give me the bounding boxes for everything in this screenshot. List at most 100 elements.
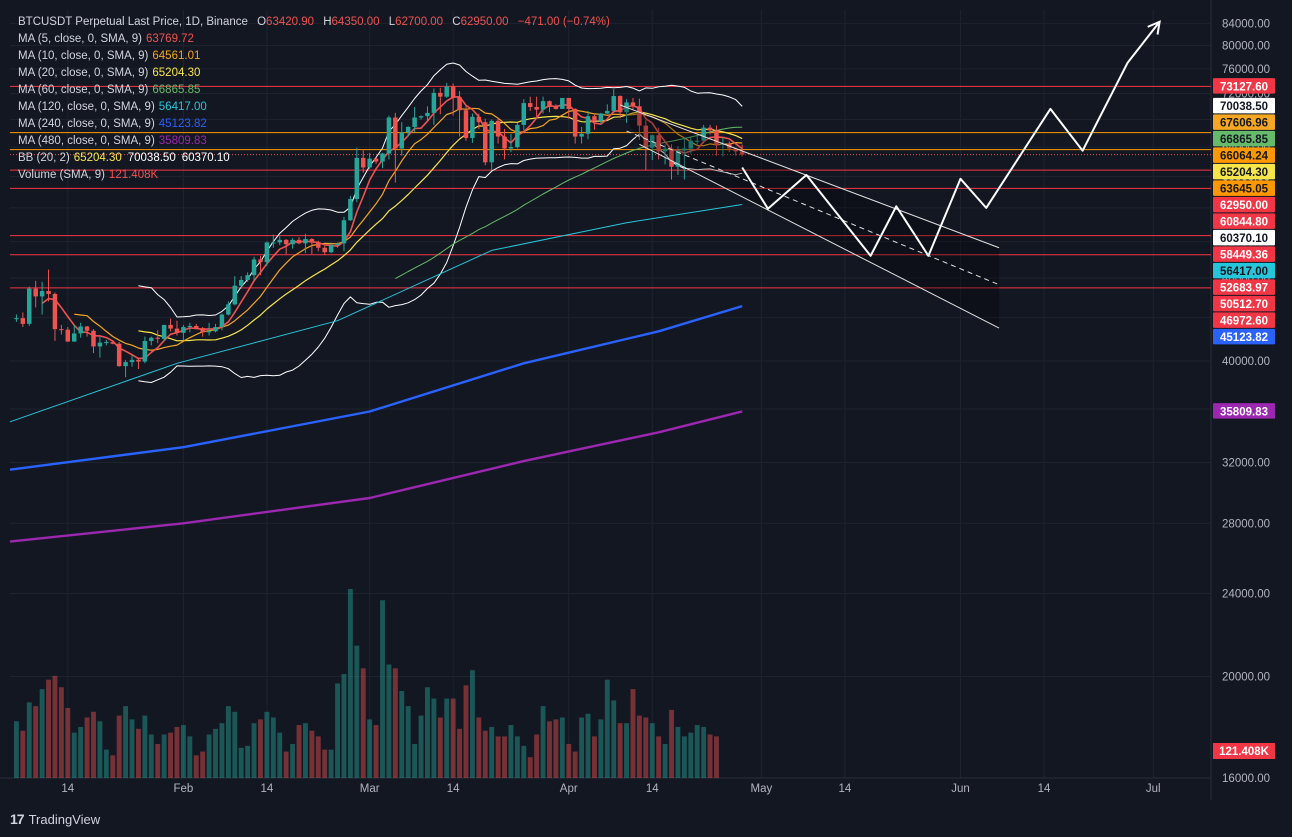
volume-bar bbox=[39, 689, 45, 778]
price-axis-label-bg bbox=[1213, 312, 1275, 328]
indicator-row[interactable]: MA (120, close, 0, SMA, 9) 56417.00 bbox=[18, 99, 610, 116]
candle-body bbox=[129, 359, 135, 363]
candle-body bbox=[303, 238, 308, 244]
price-axis-label: 35809.83 bbox=[1213, 403, 1275, 419]
volume-bar bbox=[264, 711, 270, 778]
volume-bar bbox=[360, 668, 366, 778]
indicator-value: 70038.50 bbox=[127, 152, 176, 164]
indicator-value: 121.408K bbox=[108, 169, 159, 181]
volume-bar bbox=[547, 721, 552, 778]
candle-body bbox=[245, 275, 250, 280]
price-axis-label-text: 46972.60 bbox=[1220, 316, 1268, 328]
volume-bar bbox=[392, 668, 398, 778]
volume-bar bbox=[656, 736, 662, 778]
candle-body bbox=[598, 113, 604, 121]
price-axis-label-bg bbox=[1213, 114, 1275, 130]
candle-body bbox=[277, 239, 282, 243]
indicator-row[interactable]: BB (20, 2) 65204.30 70038.50 60370.10 bbox=[18, 150, 610, 167]
volume-bar bbox=[129, 719, 135, 778]
volume-bar bbox=[405, 706, 411, 778]
candle-body bbox=[271, 242, 276, 244]
indicator-value: 56417.00 bbox=[158, 101, 207, 113]
volume-bar bbox=[373, 725, 379, 778]
candle-body bbox=[540, 101, 546, 110]
volume-bar bbox=[636, 715, 642, 778]
volume-bar bbox=[437, 717, 443, 778]
volume-bar bbox=[681, 736, 687, 778]
volume-bar bbox=[58, 687, 64, 778]
indicator-row[interactable]: MA (10, close, 0, SMA, 9) 64561.01 bbox=[18, 48, 610, 65]
candle-body bbox=[219, 314, 225, 328]
price-axis-label: 66865.85 bbox=[1213, 130, 1275, 147]
volume-bar bbox=[168, 732, 174, 778]
ma-10-line bbox=[74, 107, 743, 351]
volume-bar bbox=[277, 732, 283, 778]
candle-body bbox=[585, 116, 591, 134]
candle-body bbox=[720, 143, 726, 145]
price-axis-label-bg bbox=[1213, 97, 1275, 114]
x-tick-label: 14 bbox=[260, 783, 273, 795]
candle-body bbox=[71, 333, 77, 342]
indicator-row[interactable]: MA (5, close, 0, SMA, 9) 63769.72 bbox=[18, 31, 610, 48]
volume-bar bbox=[559, 717, 565, 778]
indicator-label: MA (240, close, 0, SMA, 9) bbox=[18, 118, 155, 130]
price-axis-label-text: 67606.96 bbox=[1220, 118, 1268, 130]
x-tick-label: Feb bbox=[173, 783, 193, 795]
price-axis-label-bg bbox=[1213, 262, 1275, 279]
indicator-row[interactable]: MA (240, close, 0, SMA, 9) 45123.82 bbox=[18, 116, 610, 133]
indicator-value: 65204.30 bbox=[152, 67, 201, 79]
volume-bar bbox=[97, 721, 103, 778]
candle-body bbox=[200, 328, 205, 333]
candle-body bbox=[91, 330, 96, 347]
indicator-row[interactable]: Volume (SMA, 9) 121.408K bbox=[18, 167, 610, 184]
volume-bar bbox=[52, 675, 58, 778]
candle-body bbox=[46, 291, 51, 294]
symbol-title[interactable]: BTCUSDT Perpetual Last Price, 1D, Binanc… bbox=[18, 16, 248, 28]
price-axis-label: 60844.80 bbox=[1213, 213, 1275, 229]
candle-body bbox=[701, 127, 706, 141]
volume-bar bbox=[322, 749, 328, 778]
indicator-row[interactable]: MA (60, close, 0, SMA, 9) 66865.85 bbox=[18, 82, 610, 99]
volume-bar bbox=[258, 719, 263, 778]
volume-bar bbox=[431, 698, 437, 778]
candle-body bbox=[669, 148, 674, 167]
tradingview-logo[interactable]: 17 TradingView bbox=[10, 811, 100, 827]
price-axis-label: 50512.70 bbox=[1213, 295, 1275, 312]
candle-body bbox=[675, 150, 681, 167]
candle-body bbox=[123, 362, 128, 367]
candle-body bbox=[328, 245, 334, 253]
volume-bar bbox=[444, 698, 450, 778]
candle-body bbox=[136, 359, 141, 362]
price-axis-label-bg bbox=[1213, 328, 1275, 345]
indicator-value: 65204.30 bbox=[73, 152, 122, 164]
price-axis-label-bg bbox=[1213, 163, 1275, 180]
price-axis-label: 62950.00 bbox=[1213, 196, 1275, 213]
candle-body bbox=[714, 130, 719, 145]
candle-body bbox=[611, 96, 616, 111]
volume-bar bbox=[245, 745, 251, 778]
ma-120-line bbox=[9, 204, 743, 423]
indicator-row[interactable]: MA (20, close, 0, SMA, 9) 65204.30 bbox=[18, 65, 610, 82]
candle-body bbox=[380, 153, 385, 162]
candle-body bbox=[560, 97, 565, 109]
change-value: −471.00 (−0.74%) bbox=[517, 16, 610, 28]
price-axis-label-text: 56417.00 bbox=[1220, 266, 1268, 278]
tradingview-wordmark: TradingView bbox=[28, 811, 101, 827]
price-axis-label-text: 35809.83 bbox=[1220, 406, 1268, 418]
candle-body bbox=[643, 125, 649, 148]
candle-body bbox=[367, 158, 372, 168]
bollinger-upper-band bbox=[138, 62, 743, 318]
indicator-value: 63769.72 bbox=[145, 33, 194, 45]
price-axis-label: 65204.30 bbox=[1213, 163, 1275, 180]
x-tick-label: Mar bbox=[360, 783, 380, 795]
indicator-row[interactable]: MA (480, close, 0, SMA, 9) 35809.83 bbox=[18, 133, 610, 150]
price-axis-label-bg bbox=[1213, 78, 1275, 94]
candle-body bbox=[104, 342, 109, 344]
price-axis-label-text: 58449.36 bbox=[1220, 250, 1268, 262]
volume-bar bbox=[84, 717, 90, 778]
candle-body bbox=[495, 120, 501, 137]
volume-bar bbox=[617, 723, 623, 778]
candle-body bbox=[682, 148, 687, 151]
price-axis-label-bg bbox=[1213, 130, 1275, 147]
